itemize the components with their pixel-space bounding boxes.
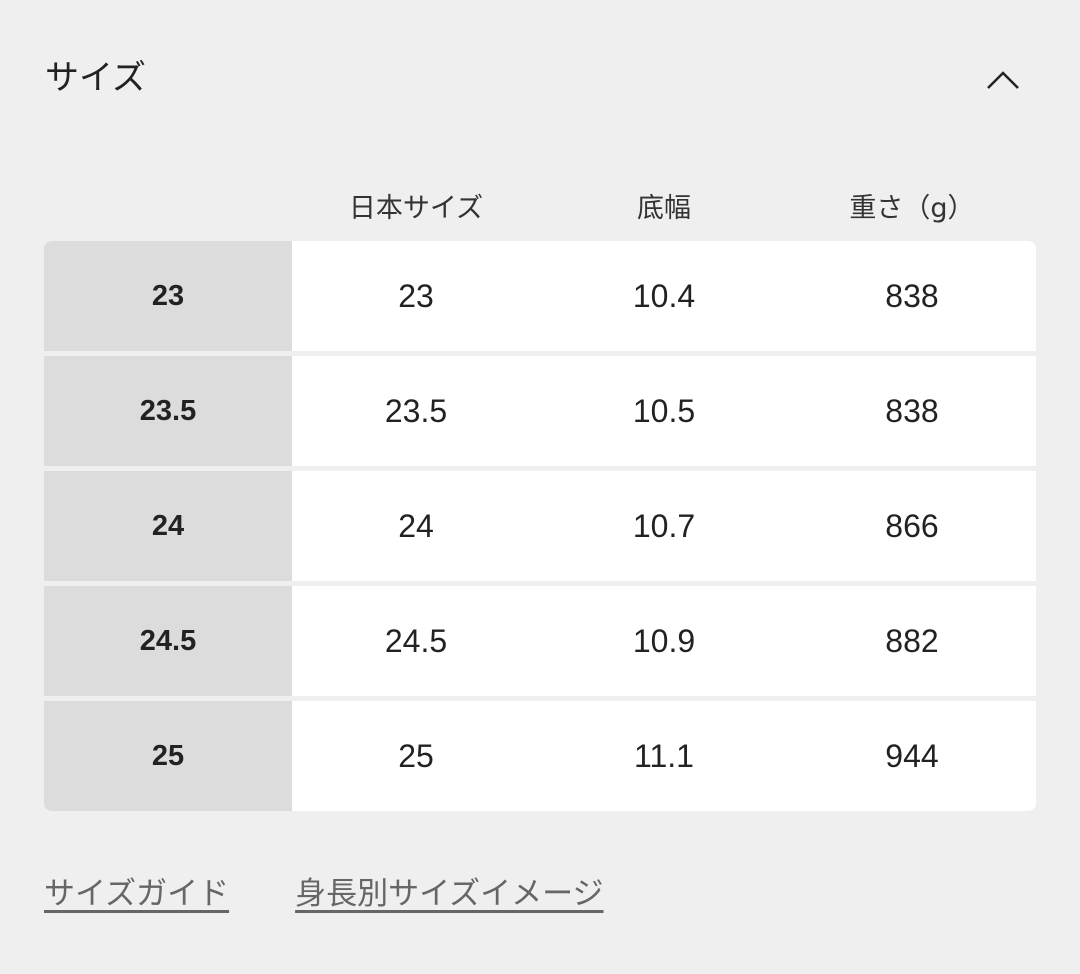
table-row: 23 23 10.4 838 bbox=[44, 241, 1036, 351]
row-size: 23 bbox=[44, 241, 292, 351]
cell-sole-width: 10.7 bbox=[540, 471, 788, 581]
header-sole-width: 底幅 bbox=[637, 193, 691, 224]
section-title: サイズ bbox=[45, 58, 146, 98]
links: サイズガイド 身長別サイズイメージ bbox=[44, 868, 604, 913]
cell-weight: 838 bbox=[788, 356, 1036, 466]
cell-jp-size: 25 bbox=[292, 701, 540, 811]
cell-jp-size: 24 bbox=[292, 471, 540, 581]
cell-sole-width: 11.1 bbox=[540, 701, 788, 811]
header-jp-size: 日本サイズ bbox=[348, 193, 484, 224]
row-size: 23.5 bbox=[44, 356, 292, 466]
table-row: 24 24 10.7 866 bbox=[44, 471, 1036, 581]
cell-weight: 838 bbox=[788, 241, 1036, 351]
table-row: 24.5 24.5 10.9 882 bbox=[44, 586, 1036, 696]
size-table: 23 23 10.4 838 23.5 23.5 10.5 838 24 24 10.7 866 … bbox=[44, 241, 1036, 811]
row-size: 24 bbox=[44, 471, 292, 581]
table-row: 23.5 23.5 10.5 838 bbox=[44, 356, 1036, 466]
cell-jp-size: 24.5 bbox=[292, 586, 540, 696]
size-guide-link[interactable]: サイズガイド bbox=[44, 876, 230, 912]
cell-jp-size: 23.5 bbox=[292, 356, 540, 466]
cell-sole-width: 10.9 bbox=[540, 586, 788, 696]
row-size: 25 bbox=[44, 701, 292, 811]
cell-weight: 882 bbox=[788, 586, 1036, 696]
header-weight: 重さ（g） bbox=[849, 193, 975, 224]
height-size-image-link[interactable]: 身長別サイズイメージ bbox=[295, 876, 604, 912]
cell-weight: 944 bbox=[788, 701, 1036, 811]
table-header: 日本サイズ 底幅 重さ（g） bbox=[292, 186, 1036, 225]
chevron-up-icon[interactable] bbox=[985, 64, 1021, 94]
table-row: 25 25 11.1 944 bbox=[44, 701, 1036, 811]
cell-weight: 866 bbox=[788, 471, 1036, 581]
cell-sole-width: 10.5 bbox=[540, 356, 788, 466]
cell-jp-size: 23 bbox=[292, 241, 540, 351]
cell-sole-width: 10.4 bbox=[540, 241, 788, 351]
row-size: 24.5 bbox=[44, 586, 292, 696]
